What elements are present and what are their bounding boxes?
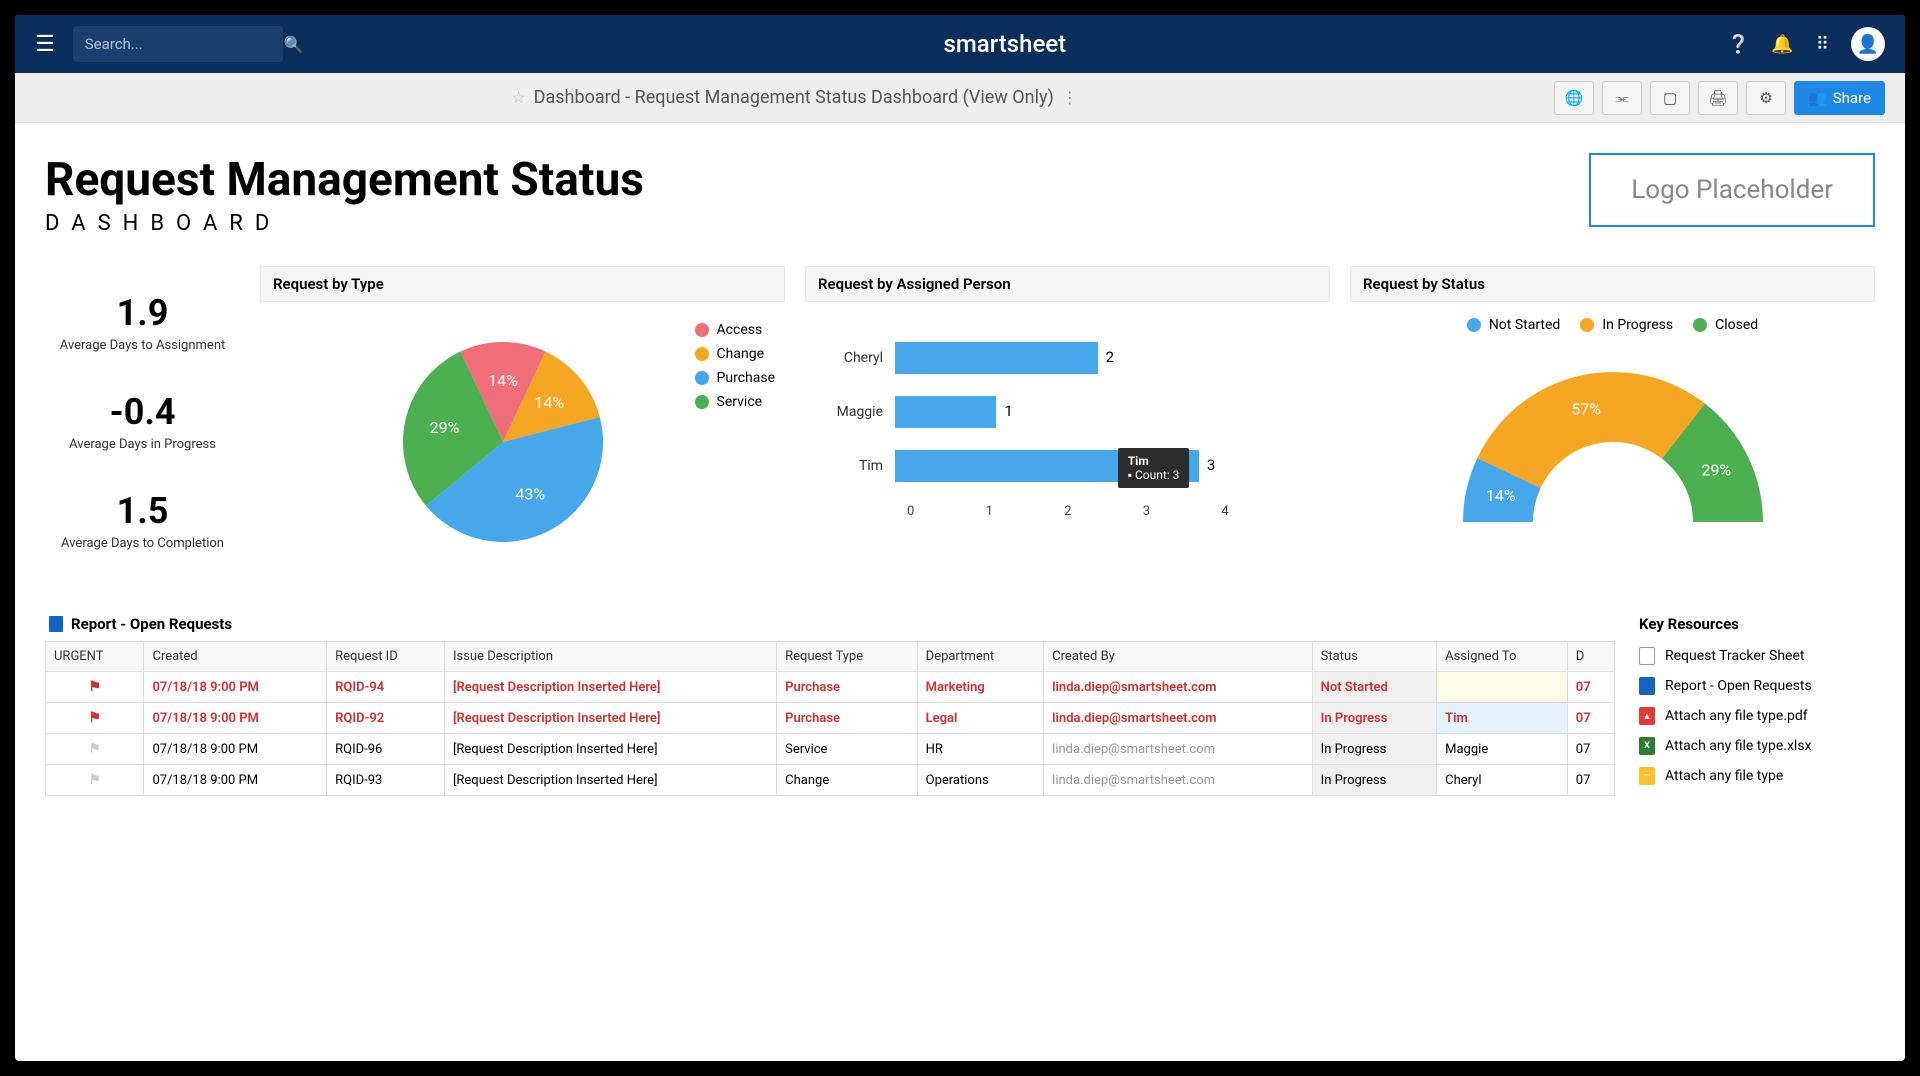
svg-text:14%: 14% [1485, 486, 1515, 505]
column-header[interactable]: Created By [1044, 642, 1312, 672]
pie-chart: 14% 14% 43% 29% [398, 317, 648, 567]
present-icon[interactable]: ▢ [1650, 81, 1690, 115]
table-row[interactable]: ⚑07/18/18 9:00 PMRQID-93[Request Descrip… [46, 765, 1615, 796]
bar-row: Cheryl2 [835, 342, 1300, 374]
column-header[interactable]: Assigned To [1437, 642, 1568, 672]
legend-item: Access [695, 322, 775, 338]
resources-panel: Key Resources Request Tracker SheetRepor… [1635, 607, 1875, 796]
report-icon [49, 616, 63, 632]
help-icon[interactable]: ❔ [1727, 34, 1749, 55]
metric: 1.9Average Days to Assignment [45, 292, 240, 353]
search-box[interactable]: 🔍 [73, 26, 283, 62]
column-header[interactable]: Request ID [327, 642, 445, 672]
apps-icon[interactable]: ⠿ [1816, 34, 1829, 55]
star-icon[interactable]: ☆ [511, 88, 525, 107]
bar-title: Request by Assigned Person [805, 266, 1330, 302]
resource-item[interactable]: ▲Attach any file type.pdf [1635, 701, 1875, 731]
globe-icon[interactable]: 🌐 [1554, 81, 1594, 115]
pie-title: Request by Type [260, 266, 785, 302]
report-title: Report - Open Requests [45, 607, 1615, 641]
bar-chart: Cheryl2Maggie1Tim3Tim▪ Count: 301234 [815, 317, 1320, 519]
column-header[interactable]: URGENT [46, 642, 144, 672]
resource-item[interactable]: —Attach any file type [1635, 761, 1875, 791]
legend-item: Closed [1693, 317, 1758, 333]
page-title: Dashboard - Request Management Status Da… [534, 87, 1054, 108]
svg-text:57%: 57% [1571, 399, 1601, 418]
column-header[interactable]: Status [1312, 642, 1436, 672]
bar-row: Tim3Tim▪ Count: 3 [835, 450, 1300, 482]
report-table: URGENTCreatedRequest IDIssue Description… [45, 641, 1615, 796]
resources-title: Key Resources [1635, 607, 1875, 641]
svg-text:14%: 14% [488, 371, 518, 390]
svg-text:29%: 29% [429, 418, 459, 437]
donut-widget: Request by Status Not Started In Progress… [1350, 266, 1875, 582]
menu-icon[interactable]: ☰ [35, 32, 55, 57]
pie-legend: Access Change Purchase Service [695, 322, 775, 418]
donut-title: Request by Status [1350, 266, 1875, 302]
column-header[interactable]: Created [144, 642, 327, 672]
pie-widget: Request by Type 14% 14% 43% 29% Access Chang… [260, 266, 785, 582]
metrics-panel: 1.9Average Days to Assignment -0.4Average… [45, 266, 240, 582]
print-icon[interactable]: 🖨 [1698, 81, 1738, 115]
legend-item: In Progress [1580, 317, 1673, 333]
svg-text:29%: 29% [1701, 461, 1731, 480]
dashboard-title: Request Management Status [45, 153, 644, 207]
search-input[interactable] [85, 35, 284, 53]
share-button[interactable]: 👥 Share [1794, 81, 1885, 115]
table-row[interactable]: ⚑07/18/18 9:00 PMRQID-94[Request Descrip… [46, 672, 1615, 703]
column-header[interactable]: Department [917, 642, 1044, 672]
donut-chart: 14% 57% 29% [1448, 332, 1778, 552]
logo-placeholder: Logo Placeholder [1589, 153, 1875, 227]
donut-legend: Not Started In Progress Closed [1350, 317, 1875, 341]
legend-item: Service [695, 394, 775, 410]
metric: -0.4Average Days in Progress [45, 391, 240, 452]
column-header[interactable]: Request Type [777, 642, 917, 672]
brand-logo: smartsheet [301, 30, 1709, 58]
titlebar: ☆ Dashboard - Request Management Status … [15, 73, 1905, 123]
column-header[interactable]: D [1567, 642, 1614, 672]
more-icon[interactable]: ⋮ [1062, 88, 1078, 107]
notifications-icon[interactable]: 🔔 [1771, 34, 1793, 55]
legend-item: Purchase [695, 370, 775, 386]
resource-item[interactable]: XAttach any file type.xlsx [1635, 731, 1875, 761]
legend-item: Change [695, 346, 775, 362]
report-panel: Report - Open Requests URGENTCreatedRequ… [45, 607, 1615, 796]
dashboard-subtitle: DASHBOARD [45, 211, 644, 236]
resource-item[interactable]: Report - Open Requests [1635, 671, 1875, 701]
column-header[interactable]: Issue Description [444, 642, 776, 672]
activity-icon[interactable]: ⫘ [1602, 81, 1642, 115]
topbar: ☰ 🔍 smartsheet ❔ 🔔 ⠿ 👤 [15, 15, 1905, 73]
legend-item: Not Started [1467, 317, 1561, 333]
svg-text:43%: 43% [515, 485, 545, 504]
metric: 1.5Average Days to Completion [45, 490, 240, 551]
bar-widget: Request by Assigned Person Cheryl2 Maggie… [805, 266, 1330, 582]
settings-icon[interactable]: ⚙ [1746, 81, 1786, 115]
user-avatar-icon[interactable]: 👤 [1851, 27, 1885, 61]
table-row[interactable]: ⚑07/18/18 9:00 PMRQID-92[Request Descrip… [46, 703, 1615, 734]
table-row[interactable]: ⚑07/18/18 9:00 PMRQID-96[Request Descrip… [46, 734, 1615, 765]
svg-text:14%: 14% [534, 393, 564, 412]
bar-row: Maggie1 [835, 396, 1300, 428]
resource-item[interactable]: Request Tracker Sheet [1635, 641, 1875, 671]
